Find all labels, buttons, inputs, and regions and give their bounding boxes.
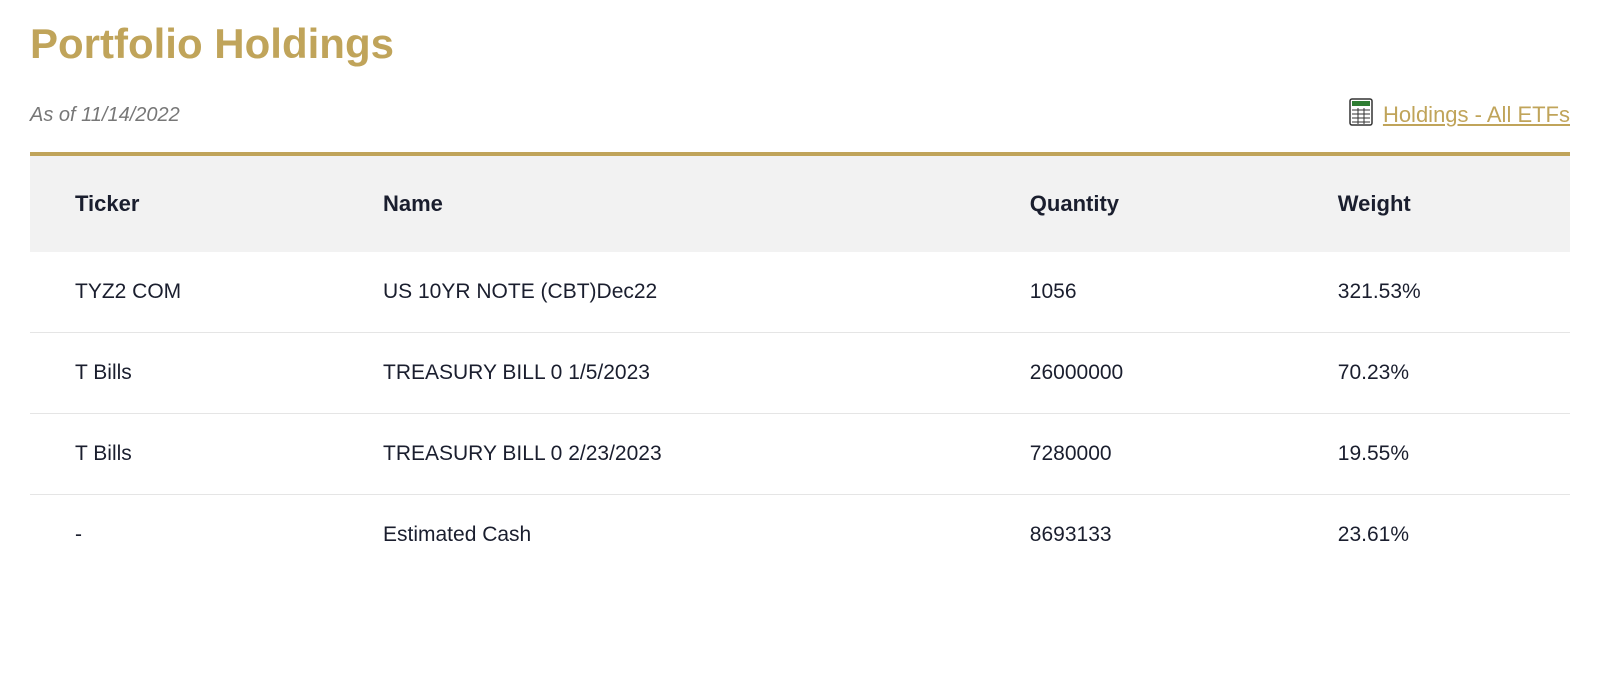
cell-weight: 19.55% [1293,414,1570,495]
cell-ticker: T Bills [30,414,338,495]
cell-name: TREASURY BILL 0 2/23/2023 [338,414,985,495]
cell-quantity: 7280000 [985,414,1293,495]
table-row: T Bills TREASURY BILL 0 1/5/2023 2600000… [30,333,1570,414]
header-row: As of 11/14/2022 Holdings - All ETFs [30,98,1570,132]
cell-weight: 23.61% [1293,495,1570,576]
column-header-name: Name [338,156,985,252]
cell-name: Estimated Cash [338,495,985,576]
holdings-link-label: Holdings - All ETFs [1383,102,1570,128]
cell-name: US 10YR NOTE (CBT)Dec22 [338,252,985,333]
cell-weight: 321.53% [1293,252,1570,333]
column-header-quantity: Quantity [985,156,1293,252]
table-header-row: Ticker Name Quantity Weight [30,156,1570,252]
page-title: Portfolio Holdings [30,20,1570,68]
cell-quantity: 1056 [985,252,1293,333]
cell-name: TREASURY BILL 0 1/5/2023 [338,333,985,414]
holdings-all-etfs-link[interactable]: Holdings - All ETFs [1349,98,1570,132]
cell-ticker: T Bills [30,333,338,414]
table-row: - Estimated Cash 8693133 23.61% [30,495,1570,576]
spreadsheet-icon [1349,98,1373,132]
column-header-weight: Weight [1293,156,1570,252]
holdings-table-container: Ticker Name Quantity Weight TYZ2 COM US … [30,152,1570,575]
table-row: T Bills TREASURY BILL 0 2/23/2023 728000… [30,414,1570,495]
cell-weight: 70.23% [1293,333,1570,414]
holdings-table: Ticker Name Quantity Weight TYZ2 COM US … [30,156,1570,575]
cell-quantity: 8693133 [985,495,1293,576]
cell-quantity: 26000000 [985,333,1293,414]
as-of-date: As of 11/14/2022 [30,104,180,127]
cell-ticker: TYZ2 COM [30,252,338,333]
table-row: TYZ2 COM US 10YR NOTE (CBT)Dec22 1056 32… [30,252,1570,333]
column-header-ticker: Ticker [30,156,338,252]
cell-ticker: - [30,495,338,576]
